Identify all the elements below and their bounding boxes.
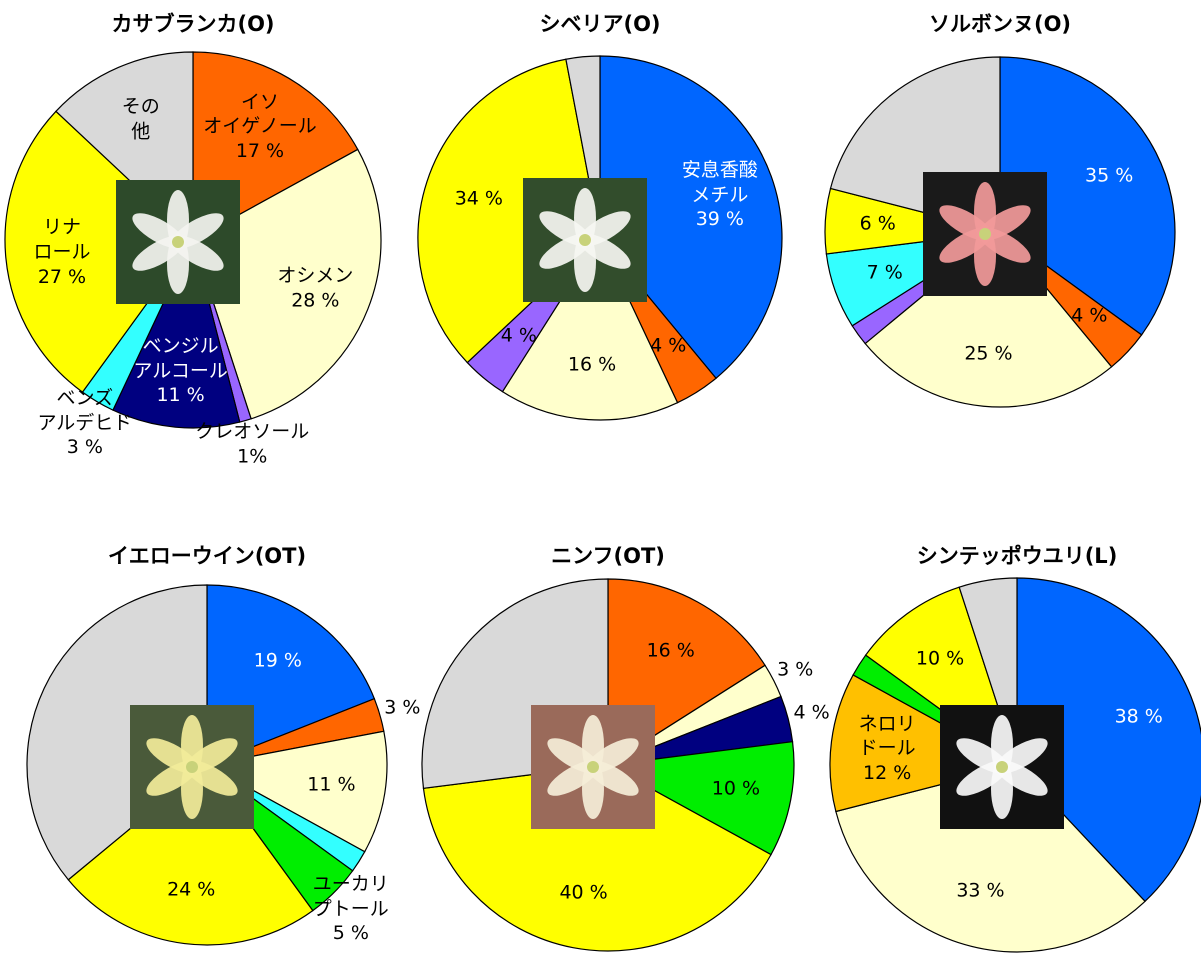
value-label: 10 % — [916, 647, 964, 672]
value-label: 3 % — [777, 657, 813, 682]
slice-label: 3 % — [777, 657, 813, 682]
chart-title: ソルボンヌ(O) — [929, 8, 1071, 38]
value-label: 28 % — [277, 288, 353, 313]
value-label: 1% — [195, 444, 309, 469]
category-label: オシメン — [277, 264, 353, 289]
slice-label: その 他 — [122, 95, 160, 144]
photo-center — [587, 761, 599, 773]
value-label: 4 % — [650, 333, 686, 358]
slice-label: 33 % — [956, 878, 1004, 903]
chart-title: イエローウイン(OT) — [108, 540, 306, 570]
category-label: ネロリ ドール — [859, 712, 916, 761]
value-label: 12 % — [859, 761, 916, 786]
value-label: 40 % — [559, 881, 607, 906]
slice-label: 4 % — [501, 324, 537, 349]
category-label: ベンジル アルコール — [133, 334, 227, 383]
slice-label: 24 % — [167, 878, 215, 903]
photo-center — [979, 228, 991, 240]
chart-title: シベリア(O) — [539, 8, 660, 38]
photo-center — [172, 236, 184, 248]
slice-label: 40 % — [559, 881, 607, 906]
slice-label: 19 % — [254, 648, 302, 673]
value-label: 34 % — [455, 186, 503, 211]
slice-label: 3 % — [384, 696, 420, 721]
value-label: 38 % — [1115, 704, 1163, 729]
slice-label: 25 % — [964, 342, 1012, 367]
value-label: 16 % — [568, 353, 616, 378]
slice-label: 16 % — [647, 639, 695, 664]
value-label: 39 % — [682, 207, 758, 232]
slice-label: 7 % — [867, 261, 903, 286]
value-label: 5 % — [313, 921, 389, 946]
value-label: 4 % — [1071, 304, 1107, 329]
category-label: イソ オイゲノール — [203, 90, 316, 139]
value-label: 17 % — [203, 139, 316, 164]
slice-label: 10 % — [916, 647, 964, 672]
slice-label: 4 % — [650, 333, 686, 358]
value-label: 35 % — [1085, 164, 1133, 189]
slice-label: 4 % — [1071, 304, 1107, 329]
value-label: 27 % — [33, 265, 90, 290]
photo-center — [186, 761, 198, 773]
photo-center — [579, 234, 591, 246]
value-label: 11 % — [133, 383, 227, 408]
chart-title: カサブランカ(O) — [111, 8, 274, 38]
value-label: 4 % — [793, 700, 829, 725]
slice-label: 34 % — [455, 186, 503, 211]
value-label: 16 % — [647, 639, 695, 664]
value-label: 10 % — [712, 777, 760, 802]
value-label: 19 % — [254, 648, 302, 673]
category-label: リナ ロール — [33, 215, 90, 264]
value-label: 4 % — [501, 324, 537, 349]
slice-label: 16 % — [568, 353, 616, 378]
value-label: 11 % — [307, 772, 355, 797]
slice-label: 4 % — [793, 700, 829, 725]
value-label: 24 % — [167, 878, 215, 903]
category-label: ベンズ アルデヒド — [37, 386, 132, 435]
category-label: 安息香酸 メチル — [682, 158, 758, 207]
chart-title: ニンフ(OT) — [551, 540, 665, 570]
value-label: 25 % — [964, 342, 1012, 367]
category-label: クレオソール — [195, 419, 309, 444]
slice-label: 6 % — [860, 212, 896, 237]
value-label: 7 % — [867, 261, 903, 286]
slice-label: 10 % — [712, 777, 760, 802]
page: カサブランカ(O) イソ オイゲノール17 % オシメン28 % クレオソール1% ベン… — [0, 0, 1201, 979]
value-label: 33 % — [956, 878, 1004, 903]
slice-label: 38 % — [1115, 704, 1163, 729]
value-label: 3 % — [384, 696, 420, 721]
chart-title: シンテッポウユリ(L) — [917, 540, 1118, 570]
category-label: ユーカリ プトール — [313, 872, 389, 921]
value-label: 6 % — [860, 212, 896, 237]
value-label: 3 % — [37, 435, 132, 460]
slice-label: 35 % — [1085, 164, 1133, 189]
category-label: その 他 — [122, 95, 160, 144]
slice-label: 11 % — [307, 772, 355, 797]
charts — [0, 0, 1201, 979]
photo-center — [996, 761, 1008, 773]
